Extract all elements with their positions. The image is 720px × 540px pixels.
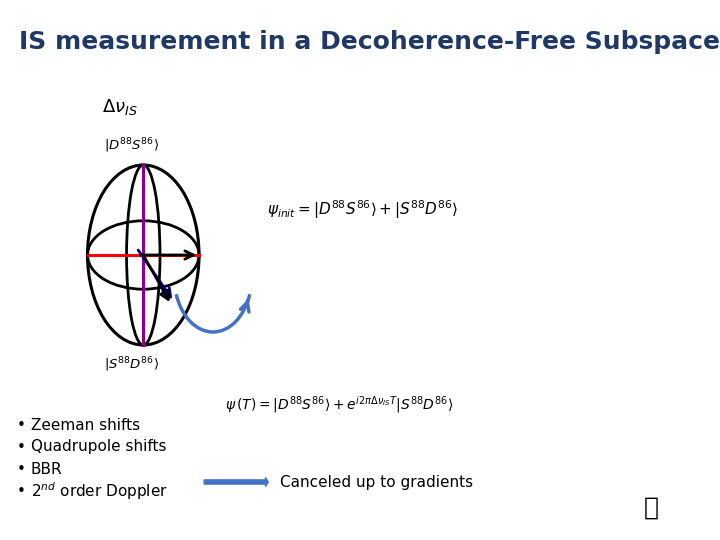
Text: $\psi\,(T) = |D^{88}S^{86}\rangle + e^{i2\pi\Delta\nu_{IS}T}|S^{88}D^{86}\rangle: $\psi\,(T) = |D^{88}S^{86}\rangle + e^{i… — [225, 395, 453, 415]
Text: 2$^{nd}$ order Doppler: 2$^{nd}$ order Doppler — [31, 480, 168, 502]
Text: $\psi_{init} = |D^{88}S^{86}\rangle + |S^{88}D^{86}\rangle$: $\psi_{init} = |D^{88}S^{86}\rangle + |S… — [267, 199, 459, 221]
Text: Quadrupole shifts: Quadrupole shifts — [31, 440, 166, 455]
Text: IS measurement in a Decoherence-Free Subspace: IS measurement in a Decoherence-Free Sub… — [19, 30, 720, 54]
Text: BBR: BBR — [31, 462, 63, 476]
Text: •: • — [17, 417, 26, 433]
Text: 🏛: 🏛 — [644, 496, 659, 519]
Text: •: • — [17, 440, 26, 455]
Text: $|D^{88}S^{86}\rangle$: $|D^{88}S^{86}\rangle$ — [104, 137, 159, 155]
Text: •: • — [17, 483, 26, 498]
Text: •: • — [17, 462, 26, 476]
Text: $|S^{88}D^{86}\rangle$: $|S^{88}D^{86}\rangle$ — [104, 355, 159, 374]
Text: Zeeman shifts: Zeeman shifts — [31, 417, 140, 433]
Text: Canceled up to gradients: Canceled up to gradients — [280, 475, 474, 489]
Text: $\Delta\nu_{IS}$: $\Delta\nu_{IS}$ — [102, 97, 138, 117]
